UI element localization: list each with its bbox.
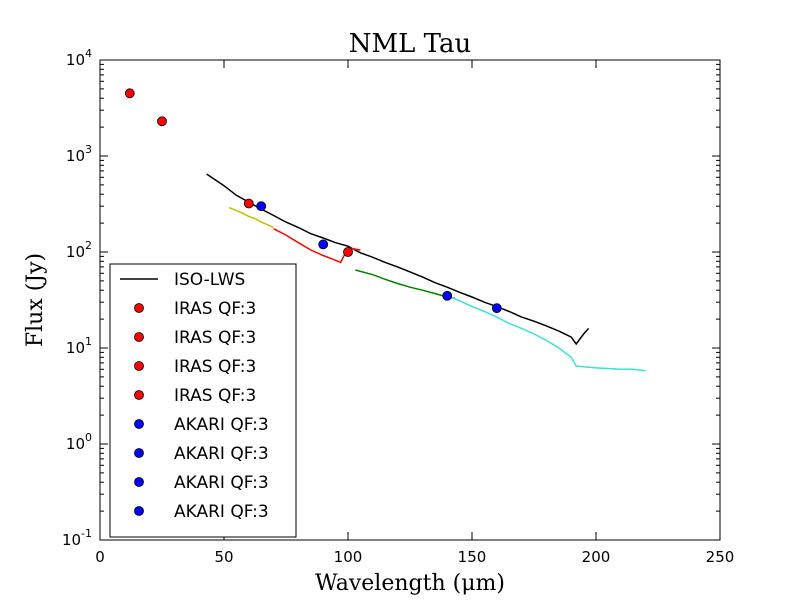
legend-label: AKARI QF:3 xyxy=(174,473,269,493)
legend-label: IRAS QF:3 xyxy=(174,299,256,319)
y-tick-label: 103 xyxy=(66,143,92,165)
y-tick-label: 101 xyxy=(66,335,92,357)
x-tick-label: 0 xyxy=(95,548,105,566)
y-tick-label: 10-1 xyxy=(62,527,92,549)
data-point xyxy=(491,303,502,314)
legend-label: AKARI QF:3 xyxy=(174,444,269,464)
legend-label: ISO-LWS xyxy=(174,270,245,290)
y-tick-label: 104 xyxy=(66,47,92,69)
data-point xyxy=(318,239,329,250)
legend-marker-swatch xyxy=(134,448,144,458)
data-point xyxy=(343,247,353,257)
legend-marker-swatch xyxy=(134,303,144,313)
x-tick-label: 250 xyxy=(706,548,735,566)
legend-label: IRAS QF:3 xyxy=(174,328,256,348)
x-tick-label: 150 xyxy=(458,548,487,566)
legend-label: IRAS QF:3 xyxy=(174,357,256,377)
x-axis-label: Wavelength (μm) xyxy=(315,571,505,596)
legend-marker-swatch xyxy=(134,419,144,429)
legend: ISO-LWS IRAS QF:3 IRAS QF:3 IRAS QF:3 IRAS Q… xyxy=(109,263,297,538)
y-tick-label: 100 xyxy=(66,431,92,453)
x-tick-label: 50 xyxy=(214,548,233,566)
legend-label: IRAS QF:3 xyxy=(174,386,256,406)
y-tick-label: 102 xyxy=(66,239,92,261)
x-tick-label: 100 xyxy=(334,548,363,566)
series-line-1 xyxy=(228,206,274,229)
data-point xyxy=(243,198,254,209)
x-tick-label: 200 xyxy=(582,548,611,566)
data-point xyxy=(256,201,267,212)
chart-title: NML Tau xyxy=(349,29,471,59)
legend-marker-swatch xyxy=(134,390,144,400)
series-line-4 xyxy=(446,295,646,372)
legend-label: AKARI QF:3 xyxy=(174,502,269,522)
y-axis-label: Flux (Jy) xyxy=(23,253,48,347)
point-layer xyxy=(124,88,502,314)
series-layer xyxy=(206,173,646,372)
series-line-0 xyxy=(206,173,590,346)
legend-marker-swatch xyxy=(134,361,144,371)
legend-marker-swatch xyxy=(134,477,144,487)
legend-label: AKARI QF:3 xyxy=(174,415,269,435)
data-point xyxy=(442,290,453,301)
data-point xyxy=(157,116,167,127)
legend-marker-swatch xyxy=(134,332,144,342)
tick-layer: 0 50 100 150 200 250 10-1 100 101 102 103 104 xyxy=(62,47,734,566)
legend-marker-swatch xyxy=(134,506,144,516)
data-point xyxy=(124,88,135,99)
